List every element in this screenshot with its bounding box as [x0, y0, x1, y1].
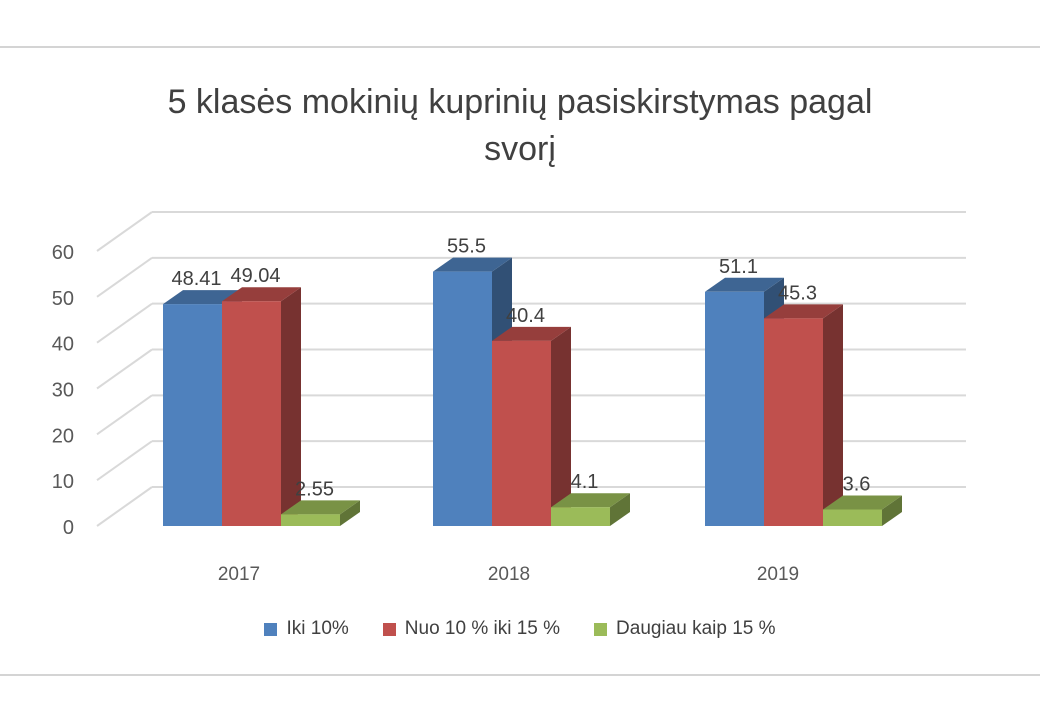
bar-top-2-0	[281, 500, 360, 515]
bar-2-0	[281, 514, 340, 526]
bar-0-2	[705, 291, 764, 526]
y-tick-label-1: 10	[52, 471, 74, 493]
legend-item-series-1: Iki 10%	[264, 618, 349, 640]
data-label-0-1: 55.5	[447, 236, 486, 258]
bar-2-1	[551, 507, 610, 526]
gridline-side-0	[96, 486, 153, 527]
bar-top-2-2	[823, 495, 902, 510]
y-tick-label-2: 20	[52, 425, 74, 447]
legend-label-series-1: Iki 10%	[286, 618, 349, 639]
y-tick-label-3: 30	[52, 380, 74, 402]
bar-top-1-1	[492, 326, 571, 341]
bar-side-1-2	[823, 304, 843, 526]
chart-title-line-1: 5 klasės mokinių kuprinių pasiskirstymas…	[167, 83, 873, 121]
bar-1-1	[492, 340, 551, 526]
bar-side-1-1	[551, 326, 571, 526]
bar-2-2	[823, 509, 882, 526]
bar-side-2-2	[882, 495, 902, 526]
bar-0-0	[163, 304, 222, 526]
bar-top-1-0	[222, 287, 301, 302]
legend-item-series-3: Daugiau kaip 15 %	[594, 618, 776, 640]
legend-item-series-2: Nuo 10 % iki 15 %	[382, 618, 561, 640]
bar-1-2	[764, 318, 823, 526]
data-label-2-1: 4.1	[571, 471, 599, 493]
gridline-side-5	[96, 257, 153, 298]
data-label-1-2: 45.3	[778, 282, 817, 304]
data-label-0-0: 48.41	[171, 268, 221, 290]
gridline-side-6	[96, 211, 153, 252]
data-label-1-0: 49.04	[230, 265, 280, 287]
gridline-side-1	[96, 440, 153, 481]
legend-swatch-series-1	[264, 622, 278, 636]
x-tick-label-1: 2018	[488, 564, 530, 585]
chart-legend: Iki 10% Nuo 10 % iki 15 % Daugiau kaip 1…	[0, 618, 1040, 640]
bar-top-2-1	[551, 493, 630, 508]
y-tick-label-5: 50	[52, 288, 74, 310]
bar-top-0-0	[163, 290, 242, 305]
gridline-side-4	[96, 302, 153, 344]
x-tick-label-2: 2019	[757, 564, 799, 585]
bar-0-1	[433, 271, 492, 526]
bar-side-2-0	[340, 500, 360, 526]
gridline-side-3	[96, 348, 153, 390]
bar-top-0-1	[433, 257, 512, 272]
y-tick-label-4: 40	[52, 334, 74, 356]
legend-label-series-3: Daugiau kaip 15 %	[616, 618, 776, 639]
y-tick-label-6: 60	[52, 242, 74, 264]
x-tick-label-0: 2017	[218, 564, 260, 585]
data-label-1-1: 40.4	[506, 305, 545, 327]
bar-top-1-2	[764, 304, 843, 319]
gridline-side-2	[96, 394, 153, 436]
bar-side-2-1	[610, 493, 630, 526]
top-border	[0, 46, 1040, 48]
chart-title-line-2: svorį	[484, 130, 556, 168]
data-label-2-0: 2.55	[295, 478, 334, 500]
bottom-border	[0, 674, 1040, 676]
data-label-0-2: 51.1	[719, 256, 758, 278]
y-tick-label-0: 0	[63, 517, 74, 539]
legend-label-series-2: Nuo 10 % iki 15 %	[404, 618, 561, 639]
bar-1-0	[222, 301, 281, 526]
bar-side-1-0	[281, 287, 301, 526]
legend-swatch-series-3	[594, 622, 608, 636]
data-label-2-2: 3.6	[843, 474, 871, 496]
legend-swatch-series-2	[382, 622, 396, 636]
bar-top-0-2	[705, 277, 784, 292]
